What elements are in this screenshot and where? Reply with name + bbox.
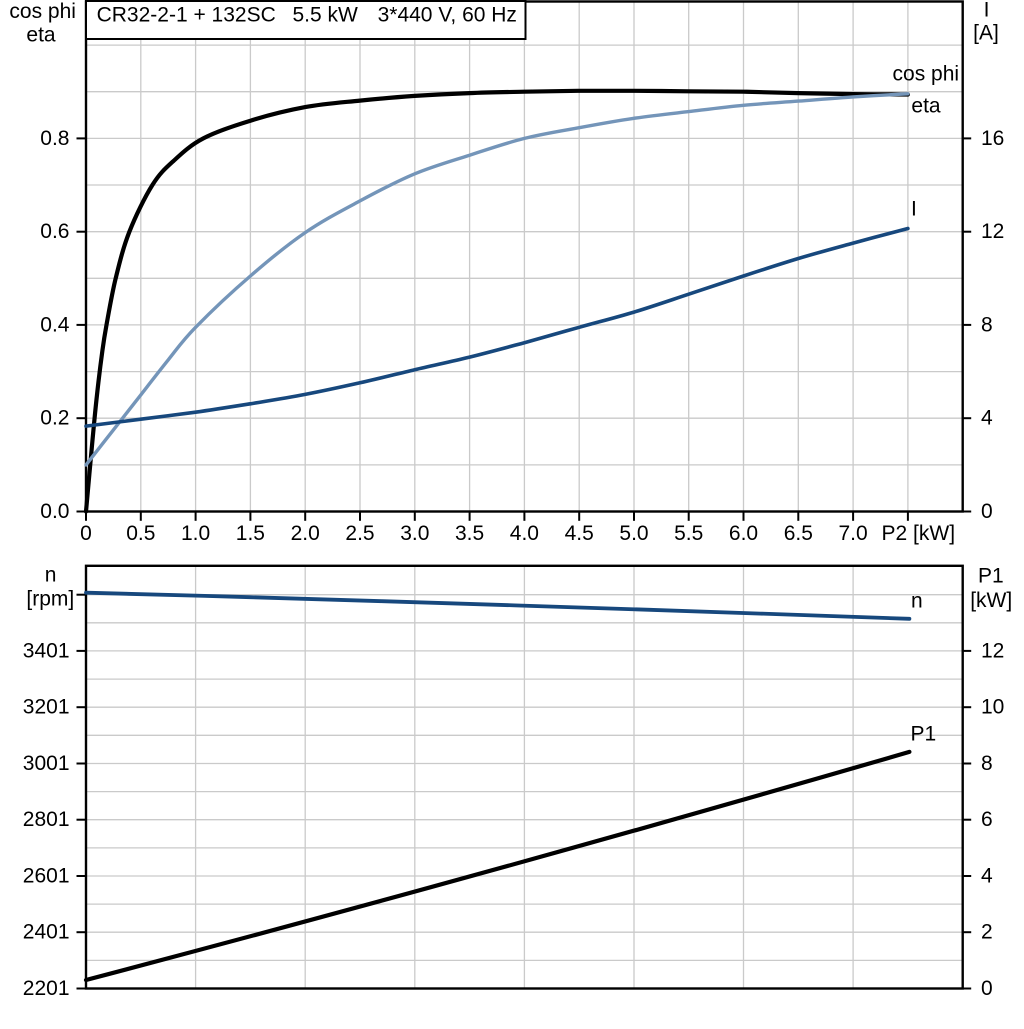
svg-text:0.2: 0.2 — [40, 407, 69, 430]
svg-text:0: 0 — [981, 500, 993, 523]
svg-text:P2 [kW]: P2 [kW] — [882, 522, 956, 545]
svg-text:P1: P1 — [978, 564, 1004, 587]
svg-text:2801: 2801 — [23, 808, 70, 831]
svg-text:4: 4 — [981, 407, 993, 430]
svg-text:10: 10 — [981, 696, 1004, 719]
svg-text:2401: 2401 — [23, 921, 70, 944]
svg-text:I: I — [911, 198, 917, 221]
svg-text:1.0: 1.0 — [181, 522, 210, 545]
svg-text:3201: 3201 — [23, 696, 70, 719]
svg-text:CR32-2-1 + 132SC: CR32-2-1 + 132SC — [97, 3, 276, 26]
svg-text:8: 8 — [981, 313, 993, 336]
svg-text:[kW]: [kW] — [970, 589, 1012, 612]
svg-text:4.0: 4.0 — [510, 522, 539, 545]
svg-text:5.5 kW: 5.5 kW — [293, 3, 359, 26]
svg-text:0: 0 — [80, 522, 92, 545]
svg-text:P1: P1 — [910, 723, 936, 746]
svg-text:4.5: 4.5 — [565, 522, 594, 545]
svg-text:[A]: [A] — [973, 22, 999, 45]
svg-text:6.5: 6.5 — [784, 522, 813, 545]
svg-text:0.8: 0.8 — [40, 127, 69, 150]
svg-text:3*440 V, 60 Hz: 3*440 V, 60 Hz — [378, 3, 517, 26]
svg-text:4: 4 — [981, 864, 993, 887]
svg-text:0.5: 0.5 — [126, 522, 155, 545]
svg-text:6: 6 — [981, 808, 993, 831]
svg-text:6.0: 6.0 — [729, 522, 758, 545]
svg-text:3401: 3401 — [23, 639, 70, 662]
svg-text:n: n — [45, 564, 57, 587]
svg-text:5.0: 5.0 — [619, 522, 648, 545]
svg-text:2: 2 — [981, 921, 993, 944]
svg-text:0.0: 0.0 — [40, 500, 69, 523]
svg-text:eta: eta — [26, 23, 56, 46]
svg-text:5.5: 5.5 — [674, 522, 703, 545]
svg-text:3.5: 3.5 — [455, 522, 484, 545]
svg-text:1.5: 1.5 — [236, 522, 265, 545]
svg-text:12: 12 — [981, 220, 1004, 243]
svg-text:8: 8 — [981, 752, 993, 775]
svg-text:12: 12 — [981, 639, 1004, 662]
svg-text:3001: 3001 — [23, 752, 70, 775]
svg-text:2601: 2601 — [23, 864, 70, 887]
svg-text:3.0: 3.0 — [400, 522, 429, 545]
svg-text:16: 16 — [981, 127, 1004, 150]
svg-text:2.5: 2.5 — [345, 522, 374, 545]
svg-text:eta: eta — [911, 95, 941, 118]
svg-text:7.0: 7.0 — [838, 522, 867, 545]
svg-text:2201: 2201 — [23, 977, 70, 1000]
svg-text:0.6: 0.6 — [40, 220, 69, 243]
svg-text:cos phi: cos phi — [9, 0, 76, 23]
svg-text:cos phi: cos phi — [893, 63, 960, 86]
svg-text:0.4: 0.4 — [40, 313, 70, 336]
svg-text:0: 0 — [981, 977, 993, 1000]
svg-text:2.0: 2.0 — [291, 522, 320, 545]
svg-text:I: I — [984, 0, 990, 22]
svg-text:[rpm]: [rpm] — [26, 588, 74, 611]
svg-text:n: n — [911, 589, 923, 612]
